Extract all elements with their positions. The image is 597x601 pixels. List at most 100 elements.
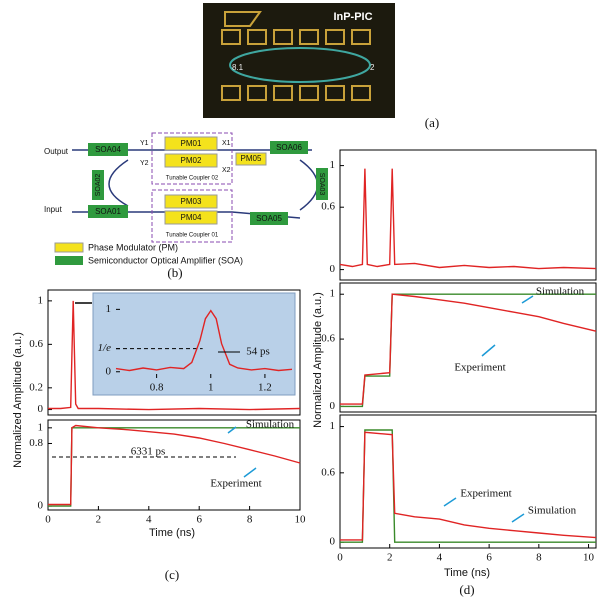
x-tick-label: 1 (208, 382, 214, 394)
x-tick-label: 1.2 (258, 382, 272, 394)
series-line (339, 168, 597, 270)
series-line (340, 293, 597, 405)
x-tick-label: 2 (96, 514, 102, 526)
port: Y1 (140, 140, 149, 147)
plot-frame (339, 414, 597, 549)
y-tick-label: 0 (38, 500, 44, 512)
photo-label: InP-PIC (333, 11, 372, 23)
series-line (340, 429, 596, 543)
pm-label: PM04 (181, 213, 202, 222)
y-tick-label: 0 (330, 400, 336, 412)
series-line (115, 309, 293, 372)
caption: (d) (459, 582, 474, 597)
series-line (48, 424, 301, 506)
annotation: Simulation (536, 286, 585, 298)
x-tick-label: 6 (196, 514, 202, 526)
y-tick-label: 0 (330, 263, 336, 275)
caption: (c) (165, 567, 179, 582)
plot-frame (339, 282, 597, 413)
annotation: Experiment (460, 488, 511, 500)
pm (164, 153, 218, 168)
y-tick-label: 1 (38, 294, 44, 306)
coupler-label: Tunable Coupler 01 (166, 233, 219, 239)
y-tick-label: 0 (330, 536, 336, 548)
legend-label: Semiconductor Optical Amplifier (SOA) (88, 255, 243, 265)
y-tick-label: 1 (38, 421, 44, 433)
y-axis-label: Normalized Amplitude (a.u.) (12, 332, 24, 468)
x-tick-label: 2 (387, 552, 393, 564)
x-tick-label: 10 (583, 552, 595, 564)
pm (164, 210, 218, 225)
annotation-arrow (243, 467, 257, 478)
port: X2 (222, 167, 231, 174)
x-axis-label: Time (ns) (149, 527, 195, 539)
chip-pads (221, 11, 371, 101)
port: Y2 (140, 160, 149, 167)
y-tick-label: 1 (330, 288, 336, 300)
port: X1 (222, 140, 231, 147)
series-line (48, 300, 301, 411)
y-tick-label: 1 (330, 420, 336, 432)
coupler-label: Tunable Coupler 02 (166, 176, 219, 182)
soa (250, 212, 288, 225)
annotation-arrow (443, 497, 457, 507)
y-axis-label: Normalized Amplitude (a.u.) (312, 292, 324, 428)
annotation: Experiment (210, 478, 261, 490)
diagram: Output Input SOA04 SOA06 SOA02 SOA03 SOA… (44, 132, 328, 280)
pm-label: PM05 (241, 154, 262, 163)
annotation: 54 ps (246, 346, 270, 358)
y-tick-label: 1 (106, 303, 112, 315)
pm-label: PM02 (181, 156, 202, 165)
plot-frame (47, 419, 301, 511)
coupler-box (151, 189, 233, 243)
photo-mark: 2 (370, 63, 375, 72)
y-tick-label: 0.6 (321, 333, 335, 345)
soa-label: SOA06 (276, 143, 302, 152)
caption: (a) (425, 115, 439, 130)
annotation: 6331 ps (131, 446, 166, 458)
annotation-arrow (227, 426, 237, 434)
x-axis-label: Time (ns) (444, 567, 490, 579)
y-tick-label: 0.8 (29, 437, 43, 449)
x-tick-label: 4 (437, 552, 443, 564)
coupler-box (151, 132, 233, 185)
x-tick-label: 4 (146, 514, 152, 526)
pm-label: PM01 (181, 139, 202, 148)
soa-label: SOA03 (318, 173, 325, 196)
y-tick-label: 0.6 (321, 201, 335, 213)
series-line (340, 431, 597, 541)
caption: (b) (167, 265, 182, 280)
legend-swatch (55, 256, 83, 265)
inset-frame (92, 292, 296, 396)
annotation-arrow (481, 344, 496, 357)
y-tick-label: 0 (106, 365, 112, 377)
soa-label: SOA01 (95, 207, 121, 216)
photo-mark: 8.1 (232, 63, 244, 72)
legend-swatch (54, 242, 84, 253)
annotation-arrow (511, 513, 525, 523)
port-label: Input (44, 205, 63, 214)
y-tick-label: 0.2 (29, 381, 43, 393)
plot-frame (339, 149, 597, 281)
soa (88, 143, 128, 156)
y-tick-label: 0.6 (321, 466, 335, 478)
y-tick-label: 1 (330, 159, 336, 171)
annotation: Experiment (454, 362, 505, 374)
pm (164, 136, 218, 151)
y-tick-label: 0.6 (29, 338, 43, 350)
y-tick-label: 1/e (98, 342, 112, 354)
x-tick-label: 0.8 (150, 382, 164, 394)
chip-photo: InP-PIC 8.1 2 (a) (203, 3, 439, 130)
pm (164, 194, 218, 209)
x-tick-label: 0 (45, 514, 51, 526)
legend-label: Phase Modulator (PM) (88, 242, 178, 252)
x-tick-label: 6 (486, 552, 492, 564)
soa (88, 205, 128, 218)
y-tick-label: 0 (38, 403, 44, 415)
soa-label: SOA04 (95, 145, 121, 154)
x-tick-label: 8 (247, 514, 253, 526)
annotation: Simulation (246, 419, 295, 431)
pm-label: PM03 (181, 197, 202, 206)
